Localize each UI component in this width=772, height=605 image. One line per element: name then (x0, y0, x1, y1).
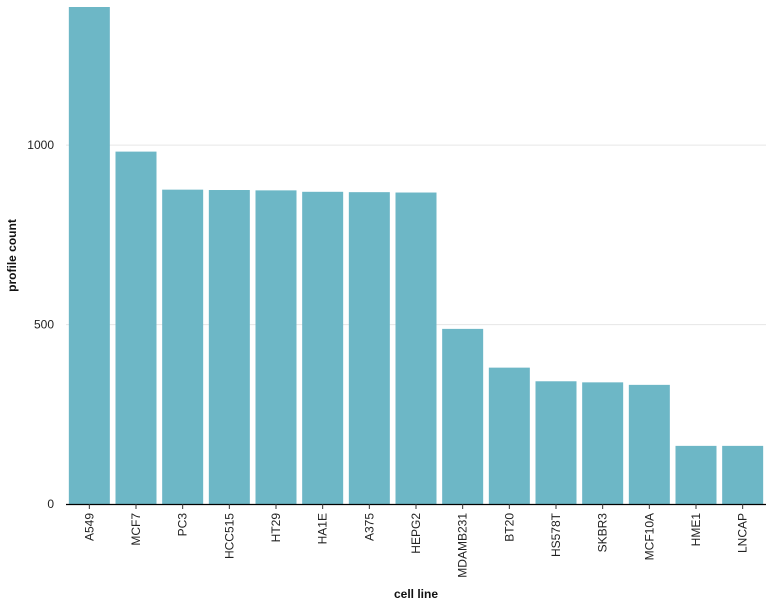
x-tick-label-lncap: LNCAP (736, 513, 750, 553)
x-tick-label-mcf7: MCF7 (129, 513, 143, 546)
x-tick-label-a549: A549 (82, 513, 96, 541)
bar-mcf7 (115, 151, 157, 504)
bar-ht29 (255, 190, 297, 504)
x-tick-label-hcc515: HCC515 (222, 513, 236, 559)
bar-hme1 (675, 445, 717, 504)
y-tick-label: 1000 (27, 138, 54, 152)
bar-a549 (68, 7, 110, 504)
x-tick-label-mdamb231: MDAMB231 (456, 513, 470, 578)
x-axis-title: cell line (394, 587, 438, 601)
bar-pc3 (162, 189, 204, 505)
x-tick-label-a375: A375 (362, 513, 376, 541)
x-tick-label-bt20: BT20 (502, 513, 516, 542)
bar-mdamb231 (442, 328, 484, 504)
x-tick-labels: A549 MCF7 PC3 HCC515 HT29 HA1E A375 HEPG2 MDAMB2… (82, 504, 750, 578)
bars (68, 7, 764, 505)
bar-ha1e (302, 191, 344, 504)
x-tick-label-mcf10a: MCF10A (642, 513, 656, 560)
x-tick-label-pc3: PC3 (176, 513, 190, 537)
y-tick-label: 500 (34, 318, 54, 332)
x-tick-label-ht29: HT29 (269, 513, 283, 543)
bar-skbr3 (582, 382, 624, 504)
x-tick-label-hs578t: HS578T (549, 512, 563, 557)
bar-a375 (348, 192, 390, 505)
bar-mcf10a (628, 384, 670, 504)
bar-hepg2 (395, 192, 437, 504)
bar-bt20 (488, 367, 530, 504)
y-axis-title: profile count (5, 219, 19, 292)
y-tick-labels: 0 500 1000 (27, 138, 54, 511)
bar-hcc515 (208, 190, 250, 504)
x-tick-label-ha1e: HA1E (316, 513, 330, 544)
bar-hs578t (535, 381, 577, 504)
y-tick-label: 0 (47, 497, 54, 511)
bar-lncap (722, 445, 764, 504)
x-tick-label-skbr3: SKBR3 (596, 513, 610, 553)
x-tick-label-hepg2: HEPG2 (409, 513, 423, 554)
x-tick-label-hme1: HME1 (689, 513, 703, 547)
